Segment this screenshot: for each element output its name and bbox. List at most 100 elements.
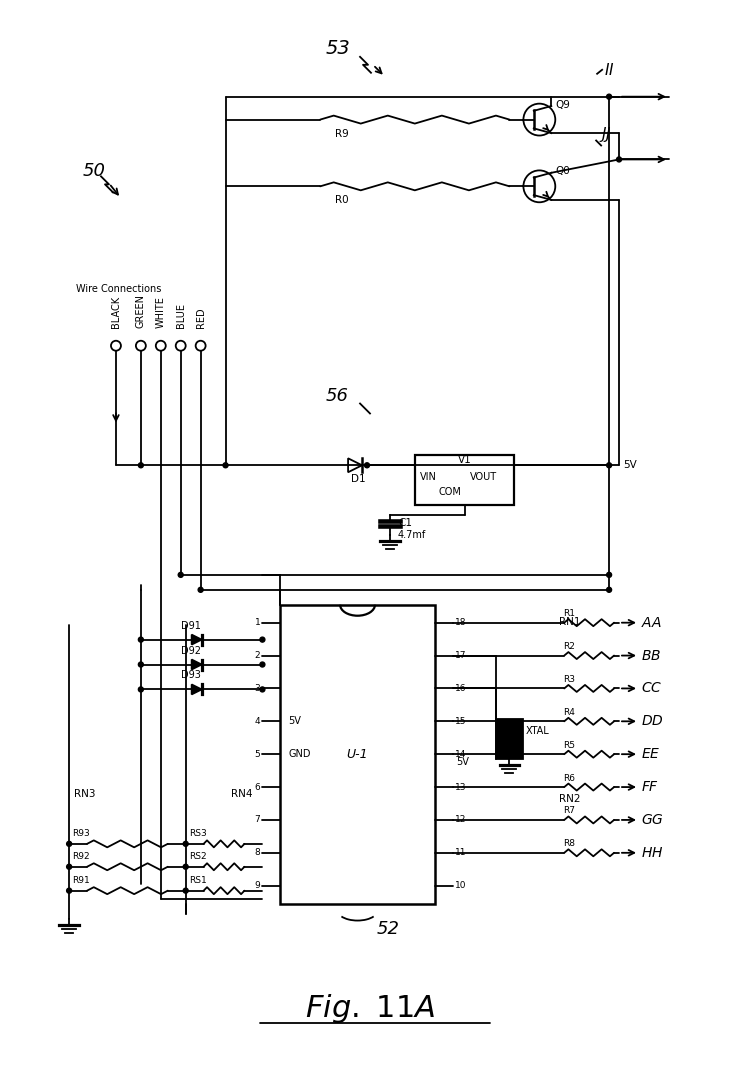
Text: 8: 8 xyxy=(255,849,261,857)
Circle shape xyxy=(67,841,71,847)
Text: $\mathit{FF}$: $\mathit{FF}$ xyxy=(641,780,659,794)
Text: R8: R8 xyxy=(563,839,576,849)
Text: 52: 52 xyxy=(377,920,400,937)
Circle shape xyxy=(138,638,144,642)
Text: R1: R1 xyxy=(563,610,576,618)
Circle shape xyxy=(138,662,144,667)
Text: RED: RED xyxy=(196,307,205,327)
Text: 16: 16 xyxy=(455,684,466,693)
Text: 56: 56 xyxy=(325,387,348,405)
Text: R2: R2 xyxy=(563,642,575,652)
Text: 4.7mf: 4.7mf xyxy=(398,530,426,540)
Bar xyxy=(495,719,523,759)
Text: 50: 50 xyxy=(83,163,106,180)
Text: V1: V1 xyxy=(458,456,472,465)
Text: R3: R3 xyxy=(563,675,576,684)
Text: 11: 11 xyxy=(455,849,466,857)
Text: R6: R6 xyxy=(563,773,576,783)
Text: 10: 10 xyxy=(455,881,466,891)
Text: D93: D93 xyxy=(181,671,201,681)
Circle shape xyxy=(606,587,612,592)
Circle shape xyxy=(617,157,621,162)
Text: D92: D92 xyxy=(180,645,201,656)
Text: XTAL: XTAL xyxy=(526,726,549,737)
Circle shape xyxy=(183,841,188,847)
Text: BLACK: BLACK xyxy=(111,296,121,327)
Text: 13: 13 xyxy=(455,783,466,792)
Text: D91: D91 xyxy=(181,620,201,631)
Text: 2: 2 xyxy=(255,652,261,660)
Circle shape xyxy=(67,864,71,869)
Text: BLUE: BLUE xyxy=(176,303,185,327)
Text: 6: 6 xyxy=(255,783,261,792)
Text: R4: R4 xyxy=(563,708,575,717)
Text: R91: R91 xyxy=(72,877,90,885)
Text: U-1: U-1 xyxy=(347,747,368,760)
Text: R0: R0 xyxy=(335,195,349,206)
Circle shape xyxy=(260,638,265,642)
Text: 15: 15 xyxy=(455,717,466,726)
Text: $\mathit{Fig.\ 11A}$: $\mathit{Fig.\ 11A}$ xyxy=(305,992,435,1024)
Circle shape xyxy=(364,463,369,467)
Text: RN4: RN4 xyxy=(230,789,252,799)
Circle shape xyxy=(223,463,228,467)
Text: R5: R5 xyxy=(563,741,576,750)
Circle shape xyxy=(183,864,188,869)
Circle shape xyxy=(606,94,612,99)
Text: $\mathit{EE}$: $\mathit{EE}$ xyxy=(641,747,660,761)
Text: 53: 53 xyxy=(325,40,350,58)
Text: 9: 9 xyxy=(255,881,261,891)
Text: 5V: 5V xyxy=(456,757,470,767)
Bar xyxy=(280,605,435,904)
Text: 5: 5 xyxy=(255,750,261,758)
Text: GREEN: GREEN xyxy=(136,294,146,327)
Text: 12: 12 xyxy=(455,815,466,824)
Circle shape xyxy=(260,662,265,667)
Text: GND: GND xyxy=(289,750,311,759)
Circle shape xyxy=(198,587,203,592)
Text: R9: R9 xyxy=(335,128,349,139)
Text: $\mathit{HH}$: $\mathit{HH}$ xyxy=(641,845,663,859)
Text: 17: 17 xyxy=(455,652,466,660)
Text: RS2: RS2 xyxy=(189,852,207,862)
Text: 18: 18 xyxy=(455,618,466,627)
Polygon shape xyxy=(191,685,202,695)
Text: 14: 14 xyxy=(455,750,466,758)
Bar xyxy=(415,456,514,505)
Text: $\mathit{JJ}$: $\mathit{JJ}$ xyxy=(599,125,612,144)
Text: RS3: RS3 xyxy=(188,829,207,838)
Circle shape xyxy=(606,572,612,577)
Text: VOUT: VOUT xyxy=(470,472,497,482)
Text: COM: COM xyxy=(438,487,461,498)
Text: 7: 7 xyxy=(255,815,261,824)
Text: 1: 1 xyxy=(255,618,261,627)
Text: 5V: 5V xyxy=(623,460,637,471)
Text: C1: C1 xyxy=(398,518,412,528)
Text: R92: R92 xyxy=(72,852,90,862)
Text: D1: D1 xyxy=(351,474,366,485)
Text: 4: 4 xyxy=(255,717,261,726)
Text: RN3: RN3 xyxy=(74,789,96,799)
Circle shape xyxy=(138,687,144,691)
Text: Q0: Q0 xyxy=(555,166,570,177)
Text: Q9: Q9 xyxy=(555,100,570,110)
Polygon shape xyxy=(191,634,202,645)
Circle shape xyxy=(606,463,612,467)
Text: $\mathit{BB}$: $\mathit{BB}$ xyxy=(641,648,661,662)
Text: 3: 3 xyxy=(255,684,261,693)
Text: $\mathit{II}$: $\mathit{II}$ xyxy=(604,61,615,78)
Circle shape xyxy=(178,572,183,577)
Text: $\mathit{CC}$: $\mathit{CC}$ xyxy=(641,682,662,696)
Text: $\mathit{GG}$: $\mathit{GG}$ xyxy=(641,813,664,827)
Polygon shape xyxy=(191,659,202,670)
Text: RN1: RN1 xyxy=(559,617,581,627)
Circle shape xyxy=(260,687,265,691)
Text: WHITE: WHITE xyxy=(156,296,166,327)
Text: RS1: RS1 xyxy=(188,877,207,885)
Text: 5V: 5V xyxy=(289,716,301,726)
Text: RN2: RN2 xyxy=(559,794,581,805)
Text: Wire Connections: Wire Connections xyxy=(76,284,161,294)
Text: R93: R93 xyxy=(72,829,90,838)
Circle shape xyxy=(67,889,71,893)
Circle shape xyxy=(138,463,144,467)
